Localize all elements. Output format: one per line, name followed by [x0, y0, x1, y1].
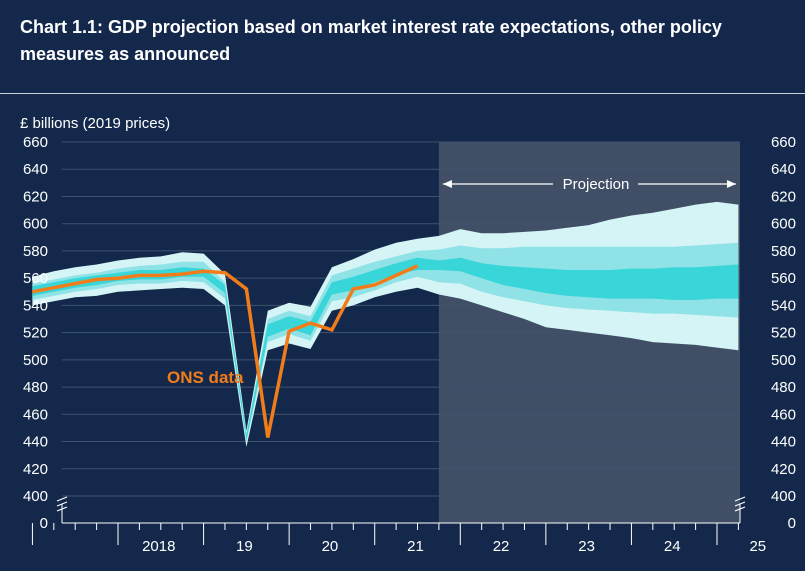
y-tick-label-right: 580: [771, 243, 796, 260]
y-tick-label-left: 560: [23, 270, 48, 287]
title-divider: [0, 93, 805, 94]
y-tick-label-right: 480: [771, 379, 796, 396]
y-tick-label-left: 620: [23, 188, 48, 205]
y-tick-label-right: 400: [771, 488, 796, 505]
x-tick-label: 25: [749, 538, 766, 555]
x-tick-label: 2018: [142, 538, 175, 555]
y-tick-label-left: 400: [23, 488, 48, 505]
y-tick-label-left: 660: [23, 134, 48, 151]
y-tick-label-left: 0: [40, 515, 48, 532]
y-tick-label-right: 500: [771, 352, 796, 369]
ons-data-annotation: ONS data: [167, 368, 244, 387]
y-tick-label-left: 540: [23, 297, 48, 314]
x-tick-label: 20: [322, 538, 339, 555]
projection-label: Projection: [563, 176, 630, 193]
x-tick-label: 24: [664, 538, 681, 555]
chart-title: Chart 1.1: GDP projection based on marke…: [20, 17, 722, 64]
projection-arrowhead-right: [727, 180, 736, 188]
series-line-ons-data: [32, 264, 419, 438]
y-tick-label-left: 420: [23, 461, 48, 478]
y-tick-label-right: 520: [771, 325, 796, 342]
fan-band-inner: [32, 257, 739, 441]
y-tick-label-left: 600: [23, 216, 48, 233]
y-tick-label-left: 520: [23, 325, 48, 342]
y-tick-label-right: 0: [788, 515, 796, 532]
x-tick-label: 19: [236, 538, 253, 555]
y-tick-label-left: 460: [23, 406, 48, 423]
y-tick-label-right: 540: [771, 297, 796, 314]
y-tick-label-left: 480: [23, 379, 48, 396]
axis-break-left: [56, 496, 68, 512]
y-tick-label-right: 660: [771, 134, 796, 151]
y-tick-label-right: 440: [771, 434, 796, 451]
x-tick-label: 22: [493, 538, 510, 555]
y-tick-label-right: 600: [771, 216, 796, 233]
y-tick-label-right: 640: [771, 161, 796, 178]
axis-break-right: [734, 496, 746, 512]
y-tick-label-right: 420: [771, 461, 796, 478]
y-tick-label-left: 440: [23, 434, 48, 451]
y-tick-label-left: 500: [23, 352, 48, 369]
x-tick-label: 21: [407, 538, 424, 555]
y-tick-label-right: 460: [771, 406, 796, 423]
y-tick-label-left: 640: [23, 161, 48, 178]
x-tick-label: 23: [578, 538, 595, 555]
projection-arrowhead-left: [442, 180, 452, 188]
y-axis-unit-label: £ billions (2019 prices): [20, 115, 170, 132]
y-tick-label-right: 620: [771, 188, 796, 205]
y-tick-label-left: 580: [23, 243, 48, 260]
y-tick-label-right: 560: [771, 270, 796, 287]
